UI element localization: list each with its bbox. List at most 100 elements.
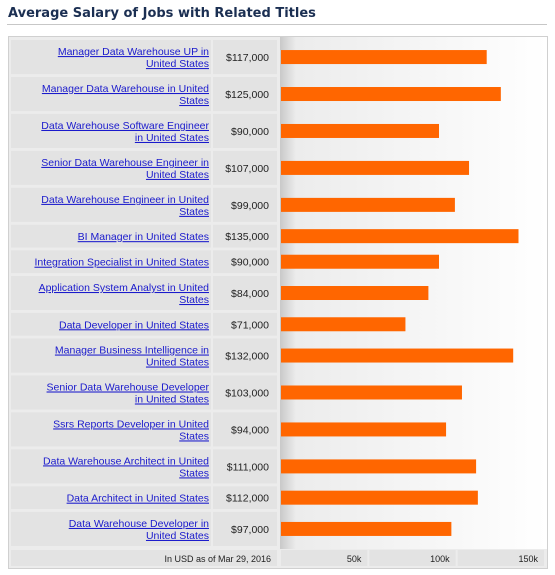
row-label-cell: [11, 150, 211, 185]
row-label-cell: [11, 224, 211, 248]
job-title-line: States: [179, 430, 209, 442]
chart-row: Data Warehouse Software Engineer in Unite…: [11, 113, 439, 149]
salary-bar: [281, 422, 447, 437]
row-salary-cell: [213, 113, 277, 149]
salary-value: $107,000: [225, 163, 269, 175]
job-title-line: States: [179, 206, 209, 218]
job-title-line: Data Warehouse Software Engineer: [41, 120, 209, 132]
chart-row: Ssrs Reports Developer in United States $9…: [11, 412, 447, 447]
axis-tick-cell: [281, 550, 368, 566]
chart-row: BI Manager in United States $135,000: [11, 224, 519, 248]
job-title-link[interactable]: Data Warehouse Engineer in United States: [41, 194, 209, 218]
job-title-link[interactable]: Manager Business Intelligence in United S…: [55, 345, 209, 369]
job-title-link[interactable]: Senior Data Warehouse Engineer in United …: [41, 157, 209, 181]
job-title-line: United States: [146, 169, 209, 181]
row-label-cell: [11, 312, 211, 336]
job-title-link[interactable]: Data Warehouse Architect in United States: [43, 455, 209, 479]
row-label-cell: [11, 375, 211, 410]
job-title-link[interactable]: Data Developer in United States: [59, 319, 209, 331]
job-title-link[interactable]: BI Manager in United States: [78, 231, 209, 243]
row-label-cell: [11, 486, 211, 510]
chart-row: Manager Data Warehouse in United States $1…: [11, 76, 501, 112]
salary-bar: [281, 348, 514, 363]
job-title-link[interactable]: Application System Analyst in United Stat…: [39, 282, 210, 306]
job-title-line: Data Architect in United States: [67, 493, 209, 505]
chart-row: Senior Data Warehouse Engineer in United …: [11, 150, 470, 185]
job-title-link[interactable]: Manager Data Warehouse in United States: [42, 83, 209, 107]
row-label-cell: [11, 76, 211, 112]
chart-row: Data Developer in United States $71,000: [11, 312, 406, 336]
chart-row: Data Warehouse Engineer in United States $…: [11, 187, 455, 222]
salary-bar: [281, 317, 406, 332]
salary-value: $90,000: [231, 257, 269, 269]
job-title-line: Senior Data Warehouse Developer: [47, 381, 210, 393]
job-title-link[interactable]: Data Warehouse Developer in United States: [69, 518, 209, 542]
job-title-link[interactable]: Integration Specialist in United States: [34, 257, 209, 269]
job-title-line: Ssrs Reports Developer in United: [53, 418, 209, 430]
row-salary-cell: [213, 486, 277, 510]
salary-bar: [281, 50, 487, 65]
salary-value: $135,000: [225, 231, 269, 243]
footnote-cell: [11, 550, 277, 566]
job-title-link[interactable]: Manager Data Warehouse UP in United State…: [58, 46, 209, 70]
salary-value: $112,000: [226, 493, 269, 505]
chart-row: Application System Analyst in United Stat…: [11, 275, 429, 311]
salary-bar: [281, 87, 501, 102]
salary-value: $97,000: [231, 524, 269, 536]
row-salary-cell: [213, 449, 277, 484]
salary-bar: [281, 490, 478, 505]
job-title-line: Data Warehouse Developer in: [69, 518, 209, 530]
salary-bar: [281, 286, 429, 300]
job-title-link[interactable]: Senior Data Warehouse Developer in United…: [47, 381, 210, 405]
x-tick-label: 100k: [430, 554, 450, 564]
job-title-line: United States: [146, 530, 209, 542]
title-divider: [7, 24, 547, 25]
salary-value: $132,000: [225, 351, 269, 363]
row-salary-cell: [213, 250, 277, 274]
job-title-line: Manager Data Warehouse UP in: [58, 46, 209, 58]
chart-row: Data Warehouse Architect in United States…: [11, 449, 477, 484]
salary-bar: [281, 229, 519, 244]
job-title-line: States: [179, 95, 209, 107]
job-title-line: States: [179, 294, 209, 306]
row-salary-cell: [213, 275, 277, 311]
row-label-cell: [11, 113, 211, 149]
salary-value: $111,000: [227, 461, 269, 473]
job-title-line: Data Warehouse Architect in United: [43, 455, 209, 467]
salary-value: $117,000: [226, 52, 269, 64]
job-title-line: in United States: [135, 393, 209, 405]
row-label-cell: [11, 40, 211, 75]
job-title-line: Integration Specialist in United States: [34, 257, 209, 269]
job-title-line: Manager Business Intelligence in: [55, 345, 209, 357]
row-salary-cell: [213, 338, 277, 373]
salary-chart: Manager Data Warehouse UP in United State…: [8, 36, 548, 569]
job-title-line: Senior Data Warehouse Engineer in: [41, 157, 209, 169]
row-salary-cell: [213, 76, 277, 112]
salary-value: $71,000: [231, 319, 269, 331]
job-title-line: United States: [146, 58, 209, 70]
chart-canvas: Manager Data Warehouse UP in United State…: [11, 37, 547, 566]
salary-value: $90,000: [231, 126, 269, 138]
job-title-link[interactable]: Ssrs Reports Developer in United States: [53, 418, 209, 442]
row-label-cell: [11, 275, 211, 311]
row-label-cell: [11, 338, 211, 373]
salary-bar: [281, 160, 470, 175]
row-salary-cell: [213, 187, 277, 222]
x-tick-label: 150k: [518, 554, 538, 564]
job-title-line: Manager Data Warehouse in United: [42, 83, 209, 95]
job-title-link[interactable]: Data Warehouse Software Engineer in Unite…: [41, 120, 209, 144]
row-salary-cell: [213, 40, 277, 75]
salary-value: $94,000: [231, 424, 269, 436]
row-label-cell: [11, 449, 211, 484]
job-title-link[interactable]: Data Architect in United States: [67, 493, 209, 505]
job-title-line: States: [179, 467, 209, 479]
row-label-cell: [11, 187, 211, 222]
salary-value: $99,000: [231, 200, 269, 212]
row-label-cell: [11, 250, 211, 274]
row-label-cell: [11, 412, 211, 447]
row-salary-cell: [213, 312, 277, 336]
salary-value: $125,000: [225, 89, 269, 101]
salary-bar: [281, 197, 455, 212]
chart-title: Average Salary of Jobs with Related Titl…: [8, 6, 316, 21]
salary-value: $103,000: [225, 387, 269, 399]
